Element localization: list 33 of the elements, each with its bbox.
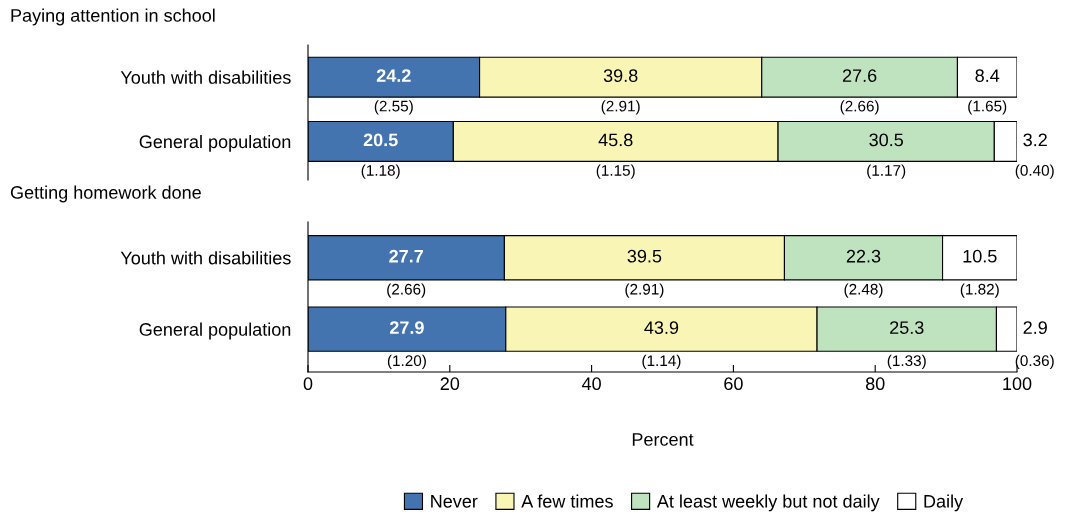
text: Getting homework done: [10, 185, 201, 203]
legend-label: At least weekly but not daily: [656, 494, 880, 512]
x-tick-label: 60: [724, 377, 743, 391]
y-tick-label: Youth with disabilities: [120, 251, 291, 265]
data-label: 27.6 (2.66): [840, 69, 879, 115]
data-label: 25.3 (1.33): [887, 321, 926, 370]
data-label: 22.3 (2.48): [844, 249, 883, 298]
data-label: 27.9 (1.20): [387, 321, 426, 370]
y-tick-label: Youth with disabilities: [120, 70, 291, 84]
data-label: 45.8 (1.15): [596, 133, 635, 179]
data-label: 39.8 (2.91): [601, 69, 640, 115]
data-label: 43.9 (1.14): [642, 321, 681, 370]
data-label: 39.5 (2.91): [625, 249, 664, 298]
x-tick-label: 20: [440, 377, 460, 391]
text: Paying attention in school: [11, 8, 215, 26]
legend-label: A few times: [521, 494, 613, 508]
x-tick-label: 80: [865, 377, 885, 391]
data-label: 27.7 (2.66): [387, 249, 426, 298]
legend-label: Daily: [924, 494, 964, 512]
y-tick-label: General population: [139, 322, 291, 340]
data-label: 20.5 (1.18): [361, 133, 400, 179]
data-label: 10.5 (1.82): [960, 249, 999, 298]
data-label: 2.9 (0.36): [1015, 321, 1054, 370]
data-label: 8.4 (1.65): [968, 69, 1007, 115]
y-tick-label: General population: [139, 134, 291, 152]
legend-label: Never: [431, 495, 478, 508]
x-tick-label: 0: [303, 377, 313, 391]
data-label: 3.2 (0.40): [1015, 133, 1054, 179]
x-tick-label: 100: [1003, 377, 1032, 391]
x-axis-title: Percent: [632, 433, 694, 446]
data-label: 24.2 (2.55): [374, 69, 413, 115]
x-tick-label: 40: [581, 377, 601, 391]
data-label: 30.5 (1.17): [867, 133, 906, 179]
